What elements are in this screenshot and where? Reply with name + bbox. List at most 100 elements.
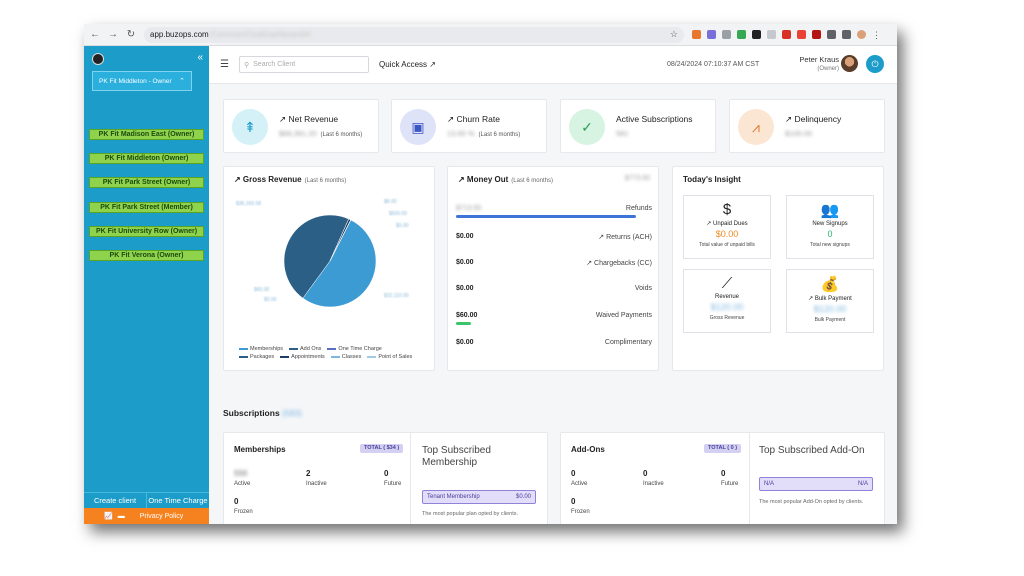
insight-desc: Bulk Payment	[814, 317, 846, 323]
money-out-total: $773.50	[624, 175, 650, 182]
trend-chart-icon[interactable]: 📈	[104, 513, 113, 520]
pie-callout-label: $60.00	[254, 287, 270, 293]
legend-label: Memberships	[250, 346, 284, 352]
browser-toolbar: ← → ↻ app.buzops.com /Common/ClubDashboa…	[84, 24, 897, 46]
location-item[interactable]: PK Fit Middleton (Owner)	[89, 153, 204, 164]
chat-icon[interactable]: ▬	[117, 512, 125, 520]
stat-value: 0	[643, 469, 648, 478]
extension-icon[interactable]	[722, 30, 731, 39]
kpi-title: ↗ Net Revenue	[279, 114, 339, 124]
stat-label: Future	[384, 481, 402, 487]
create-client-button[interactable]: Create client	[93, 496, 137, 505]
todays-insight-card: Today's Insight $ ↗ Unpaid Dues $0.00 To…	[672, 166, 884, 371]
money-out-label[interactable]: ↗ Returns (ACH)	[598, 234, 652, 241]
insight-bulk-payment[interactable]: 💰 ↗ Bulk Payment $120.00 Bulk Payment	[786, 269, 874, 333]
stat-value: 550	[234, 469, 248, 478]
divider	[749, 433, 750, 524]
money-out-value: $0.00	[456, 339, 474, 346]
kpi-card-churn-rate[interactable]: ▣ ↗ Churn Rate 13.65 % (Last 6 months)	[391, 99, 547, 153]
power-logout-icon[interactable]: ⏻	[866, 55, 884, 73]
top-addon-name: N/A	[764, 481, 775, 487]
search-input[interactable]: ⚲ Search Client	[239, 56, 369, 73]
location-item[interactable]: PK Fit Park Street (Member)	[89, 202, 204, 213]
insight-revenue: ⟋ Revenue $120.00 Gross Revenue	[683, 269, 771, 333]
top-membership-pill[interactable]: Tenant Membership $0.00	[422, 490, 536, 504]
dashboard-main: ☰ ⚲ Search Client Quick Access ↗ 08/24/2…	[209, 46, 897, 524]
location-item[interactable]: PK Fit University Row (Owner)	[89, 226, 204, 237]
stat-label: Inactive	[306, 481, 327, 487]
kpi-value-row: 13.65 % (Last 6 months)	[447, 129, 520, 138]
kpi-value: $100.00	[785, 129, 813, 138]
extension-fox-icon[interactable]	[692, 30, 701, 39]
forward-button[interactable]: →	[108, 29, 118, 40]
legend-item: Point of Sales	[367, 354, 412, 360]
addons-card: Add-Ons TOTAL ( 0 ) 0 Active 0 Inactive 0 F…	[560, 432, 885, 524]
user-info[interactable]: Peter Kraus (Owner)	[789, 55, 839, 72]
extensions-puzzle-icon[interactable]	[827, 30, 836, 39]
memberships-card: Memberships TOTAL ( $34 ) 550 Active 2 Ina…	[223, 432, 548, 524]
pie-callout-label: $8.00	[384, 199, 397, 205]
menu-kebab-icon[interactable]: ⋮	[872, 30, 881, 40]
legend-label: Classes	[341, 354, 362, 360]
addons-total-badge: TOTAL ( 0 )	[704, 444, 742, 453]
location-select[interactable]: PK Fit Middleton - Owner ⌃	[92, 71, 192, 91]
extension-icon[interactable]	[737, 30, 746, 39]
revenue-icon: ⇞	[232, 109, 268, 145]
quick-access-link[interactable]: Quick Access ↗	[379, 60, 436, 69]
kpi-card-active-subscriptions[interactable]: ✓ Active Subscriptions 581	[560, 99, 716, 153]
stat-frozen: 0 Frozen	[234, 497, 253, 515]
extension-icon[interactable]	[797, 30, 806, 39]
kpi-card-delinquency[interactable]: ⩘ ↗ Delinquency $100.00	[729, 99, 885, 153]
money-out-title[interactable]: ↗ Money Out	[458, 175, 509, 184]
money-out-label[interactable]: ↗ Chargebacks (CC)	[586, 260, 652, 267]
kpi-value: $68,391.20	[279, 129, 317, 138]
collapse-sidebar-icon[interactable]: «	[197, 52, 203, 63]
stat-future: 0 Future	[384, 469, 401, 487]
sidebar-icon[interactable]	[842, 30, 851, 39]
stat-label: Future	[721, 481, 739, 487]
location-item[interactable]: PK Fit Madison East (Owner)	[89, 129, 204, 140]
insight-desc: Total new signups	[810, 242, 850, 248]
gross-revenue-title[interactable]: ↗ Gross Revenue	[234, 175, 302, 184]
avatar[interactable]	[841, 55, 858, 72]
legend-label: Appointments	[291, 354, 325, 360]
legend-label: Add Ons	[300, 346, 322, 352]
extension-icon[interactable]	[767, 30, 776, 39]
insight-unpaid-dues[interactable]: $ ↗ Unpaid Dues $0.00 Total value of unp…	[683, 195, 771, 259]
extension-icon[interactable]	[812, 30, 821, 39]
extension-icon[interactable]	[782, 30, 791, 39]
location-select-value: PK Fit Middleton - Owner	[99, 77, 172, 85]
address-bar[interactable]: app.buzops.com /Common/ClubDashboard/#/ …	[144, 26, 684, 43]
waived-progress-bar	[456, 322, 471, 325]
club-logo	[92, 53, 104, 65]
filter-sliders-icon[interactable]: ☰	[220, 59, 229, 70]
pie-slice-one-time-charge[interactable]	[329, 219, 352, 262]
pie-callout-label: $0.00	[396, 223, 409, 229]
pie-slice-memberships[interactable]	[302, 219, 377, 308]
top-addon-pill[interactable]: N/A N/A	[759, 477, 873, 491]
pie-slice-packages[interactable]	[283, 214, 350, 299]
money-out-value: $0.00	[456, 259, 474, 266]
one-time-charge-button[interactable]: One Time Charge	[146, 493, 209, 508]
insight-value: 0	[827, 229, 833, 239]
profile-avatar[interactable]	[857, 30, 866, 39]
money-out-value: $0.00	[456, 285, 474, 292]
location-item[interactable]: PK Fit Park Street (Owner)	[89, 177, 204, 188]
kpi-card-net-revenue[interactable]: ⇞ ↗ Net Revenue $68,391.20 (Last 6 months…	[223, 99, 379, 153]
back-button[interactable]: ←	[90, 29, 100, 40]
top-membership-title: Top Subscribed Membership	[422, 445, 491, 468]
money-out-value: $713.50	[456, 205, 482, 212]
legend-item: Appointments	[280, 354, 325, 360]
reload-button[interactable]: ↻	[126, 29, 136, 40]
stat-future: 0 Future	[721, 469, 738, 487]
kpi-title: ↗ Delinquency	[785, 114, 842, 124]
stat-label: Frozen	[571, 509, 590, 515]
extension-icon[interactable]	[752, 30, 761, 39]
location-item[interactable]: PK Fit Verona (Owner)	[89, 250, 204, 261]
bookmark-star-icon[interactable]: ☆	[669, 29, 678, 39]
legend-label: One Time Charge	[338, 346, 382, 352]
user-name: Peter Kraus	[799, 55, 839, 64]
privacy-policy-link[interactable]: Privacy Policy	[139, 512, 184, 520]
extension-icon[interactable]	[707, 30, 716, 39]
legend-item: Memberships	[239, 346, 283, 352]
